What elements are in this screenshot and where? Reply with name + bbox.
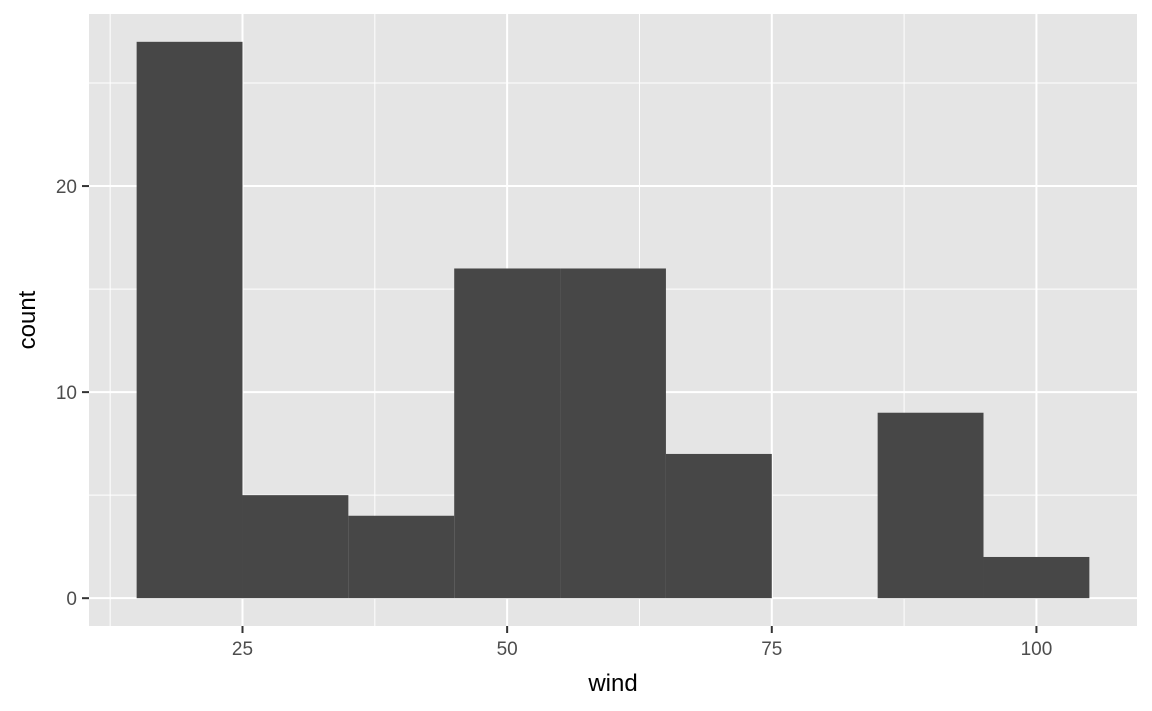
histogram-bar: [665, 453, 772, 599]
histogram-bar: [877, 412, 984, 599]
x-tick-label: 50: [497, 639, 518, 660]
histogram-bars: [136, 41, 1090, 599]
histogram-bar: [136, 41, 243, 599]
x-tick-label: 75: [761, 639, 782, 660]
histogram-bar: [560, 268, 666, 599]
x-axis: 25 50 75 100: [232, 626, 1052, 660]
y-tick-label: 10: [56, 383, 77, 404]
x-tick-label: 25: [232, 639, 253, 660]
y-tick-label: 0: [66, 589, 77, 610]
x-axis-title: wind: [587, 670, 637, 697]
y-tick-label: 20: [56, 177, 77, 198]
histogram-bar: [983, 556, 1090, 599]
y-axis-title: count: [14, 290, 41, 349]
histogram-bar: [454, 268, 561, 599]
histogram-bar: [348, 515, 455, 599]
x-tick-label: 100: [1021, 639, 1053, 660]
histogram-bar: [242, 495, 349, 599]
y-axis: 0 10 20: [56, 177, 89, 610]
